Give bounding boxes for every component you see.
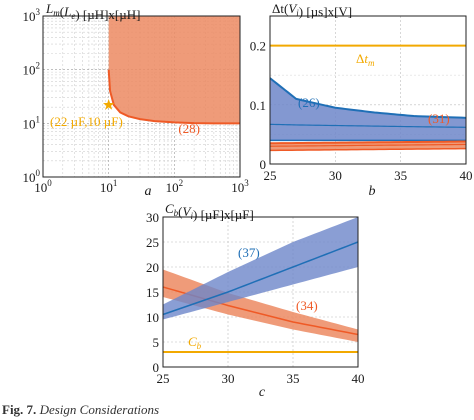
x-tick-label: 40: [460, 168, 473, 183]
y-tick-label: 103: [23, 7, 41, 24]
x-tick-label: 35: [394, 168, 407, 183]
y-tick-label: 0.2: [250, 39, 266, 54]
series-line: [269, 123, 467, 128]
y-tick-label: 5: [153, 335, 160, 350]
x-tick-label: 30: [222, 371, 235, 386]
series-label-37: (37): [238, 245, 260, 260]
y-tick-label: 102: [23, 61, 41, 78]
x-tick-label: 100: [34, 178, 52, 195]
y-axis-label: Lm(Le) [µH]x[µH]: [45, 1, 140, 22]
x-tick-label: 103: [231, 178, 249, 195]
panel-b: 25 30 35 40 0 0.1 0.2 (26) (31) Δtm Δt(Vi) [µs]x[V…: [250, 1, 473, 199]
series-upper-line: [269, 140, 467, 145]
series-label-31: (31): [428, 111, 450, 126]
figure-caption: Fig. 7. Design Considerations: [2, 402, 159, 418]
x-tick-label: 40: [352, 371, 365, 386]
y-axis-label: Cb(Vi) [µF]x[µF]: [165, 201, 254, 222]
caption-text: Design Considerations: [39, 402, 160, 417]
panel-label-c: c: [259, 385, 266, 400]
design-point-marker: [102, 98, 115, 110]
x-tick-label: 102: [166, 178, 184, 195]
series-label-26: (26): [298, 95, 320, 110]
series-lower-line: [269, 147, 467, 152]
x-tick-label: 30: [329, 168, 342, 183]
y-tick-label: 0: [153, 360, 160, 375]
series-upper-line: [269, 77, 467, 119]
caption-prefix: Fig. 7.: [2, 402, 37, 417]
panel-a: 100 101 102 103 100 101 102 103 (22 µF,10 µF) (28…: [23, 1, 250, 199]
y-tick-label: 25: [146, 235, 159, 250]
panel-label-a: a: [145, 184, 152, 199]
y-tick-label: 30: [146, 210, 159, 225]
x-tick-label: 25: [264, 168, 277, 183]
y-tick-label: 0: [260, 157, 267, 172]
series-line: [162, 241, 359, 316]
panel-label-b: b: [369, 184, 376, 199]
panel-c: 25 30 35 40 0 5 10 15 20 25 30 (37) (34) Cb Cb(Vi) [µF…: [146, 201, 365, 400]
y-tick-label: 15: [146, 285, 159, 300]
series-line: [269, 143, 467, 147]
equation-28-label: (28): [178, 121, 200, 136]
region-boundary-line: [107, 69, 240, 125]
y-tick-label: 0.1: [250, 98, 266, 113]
y-tick-label: 20: [146, 260, 159, 275]
y-tick-label: 10: [146, 310, 159, 325]
axes-frame: [269, 15, 467, 165]
x-tick-label: 101: [100, 178, 118, 195]
x-tick-label: 25: [157, 371, 170, 386]
axes-frame: [42, 15, 241, 178]
series-label-34: (34): [296, 298, 318, 313]
series-label-dt-m: Δtm: [356, 51, 375, 68]
axes-frame: [162, 216, 359, 368]
x-tick-label: 35: [287, 371, 300, 386]
feasible-region: [108, 16, 240, 124]
series-band: [163, 217, 358, 320]
y-tick-label: 100: [23, 168, 41, 185]
y-axis-label: Δt(Vi) [µs]x[V]: [272, 1, 352, 19]
design-point-label: (22 µF,10 µF): [50, 114, 123, 129]
series-label-cb: Cb: [188, 334, 202, 351]
y-tick-label: 101: [23, 114, 41, 131]
